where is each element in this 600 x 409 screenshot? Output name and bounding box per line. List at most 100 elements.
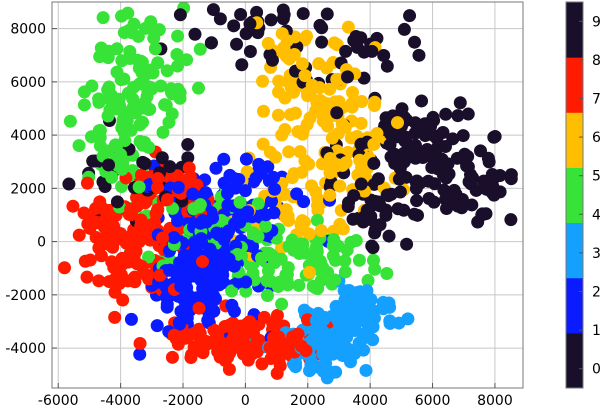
y-tick-label: -2000 — [5, 288, 46, 304]
data-point-class-5 — [127, 80, 141, 94]
data-point-class-2 — [178, 301, 192, 315]
data-point-class-8 — [211, 345, 225, 359]
data-point-class-5 — [115, 162, 129, 176]
data-point-class-4 — [314, 273, 328, 287]
data-point-class-9 — [441, 193, 455, 207]
data-point-class-4 — [264, 274, 278, 288]
data-point-class-3 — [338, 329, 352, 343]
data-point-class-9 — [393, 162, 407, 175]
data-point-class-0 — [173, 8, 187, 22]
data-point-class-9 — [461, 149, 475, 163]
data-point-class-4 — [361, 274, 375, 288]
data-point-class-7 — [77, 206, 91, 220]
data-point-class-5 — [162, 115, 176, 129]
colorbar-label: 3 — [592, 246, 600, 262]
data-point-class-1 — [249, 171, 263, 185]
data-point-class-6 — [323, 188, 337, 202]
data-point-class-2 — [193, 216, 207, 230]
data-point-class-0 — [251, 26, 265, 40]
x-tick-label: -4000 — [100, 393, 141, 409]
data-point-class-8 — [196, 335, 210, 349]
data-point-class-0 — [239, 27, 253, 41]
data-point-class-5 — [160, 64, 174, 78]
data-point-class-8 — [184, 351, 198, 365]
data-point-class-5 — [110, 42, 124, 56]
colorbar-label: 6 — [592, 130, 600, 146]
data-point-class-6 — [256, 74, 270, 88]
data-point-class-4 — [187, 202, 201, 216]
data-point-class-5 — [85, 79, 99, 93]
data-point-class-0 — [413, 176, 427, 190]
data-point-class-0 — [377, 48, 391, 62]
data-point-class-5 — [118, 134, 132, 148]
data-points — [58, 1, 518, 385]
data-point-class-8 — [192, 301, 206, 315]
data-point-class-2 — [222, 252, 236, 266]
data-point-class-6 — [282, 145, 296, 159]
data-point-class-8 — [273, 334, 287, 348]
data-point-class-6 — [367, 137, 381, 151]
data-point-class-4 — [298, 246, 312, 260]
data-point-class-6 — [327, 36, 341, 50]
data-point-class-7 — [94, 249, 108, 263]
data-point-class-9 — [372, 195, 386, 209]
data-point-class-6 — [345, 100, 359, 114]
colorbar-label: 1 — [592, 323, 600, 339]
data-point-class-8 — [270, 308, 284, 322]
data-point-class-9 — [395, 102, 409, 116]
data-point-class-0 — [313, 18, 327, 32]
colorbar-segment — [566, 2, 583, 58]
data-point-class-3 — [304, 358, 318, 372]
data-point-class-5 — [148, 42, 162, 56]
data-point-class-9 — [384, 127, 398, 141]
data-point-class-5 — [127, 17, 141, 31]
data-point-class-0 — [181, 138, 195, 152]
data-point-class-0 — [230, 37, 244, 51]
data-point-class-1 — [212, 250, 226, 264]
x-axis-ticks: -6000 -4000 -2000 0 2000 4000 6000 8000 — [38, 383, 513, 409]
data-point-class-0 — [408, 35, 422, 49]
data-point-class-9 — [382, 229, 396, 243]
data-point-class-3 — [376, 295, 390, 309]
data-point-class-9 — [400, 237, 414, 251]
data-point-class-6 — [296, 127, 310, 141]
data-point-class-6 — [312, 81, 326, 95]
data-point-class-2 — [150, 319, 164, 333]
data-point-class-0 — [469, 183, 483, 197]
data-point-class-6 — [302, 227, 316, 241]
data-point-class-6 — [272, 85, 286, 99]
data-point-class-0 — [264, 13, 278, 27]
colorbar-label: 5 — [592, 169, 600, 185]
data-point-class-9 — [379, 208, 393, 222]
data-point-class-5 — [156, 125, 170, 139]
data-point-class-9 — [481, 151, 495, 165]
data-point-class-9 — [346, 212, 360, 226]
data-point-class-8 — [250, 342, 264, 356]
data-point-class-4 — [233, 195, 247, 209]
data-point-class-4 — [368, 262, 382, 276]
data-point-class-7 — [80, 270, 94, 284]
data-point-class-6 — [355, 161, 369, 175]
data-point-class-4 — [225, 284, 239, 298]
data-point-class-8 — [165, 350, 179, 364]
data-point-class-4 — [326, 249, 340, 263]
data-point-class-4 — [338, 254, 352, 268]
data-point-class-6 — [370, 127, 384, 141]
data-point-class-0 — [410, 194, 424, 208]
data-point-class-5 — [116, 117, 130, 131]
data-point-class-3 — [383, 314, 397, 328]
data-point-class-7 — [83, 253, 97, 267]
data-point-class-5 — [170, 47, 184, 61]
data-point-class-0 — [380, 59, 394, 73]
data-point-class-4 — [246, 266, 260, 280]
data-point-class-9 — [368, 226, 382, 240]
y-tick-label: 0 — [37, 235, 46, 251]
data-point-class-4 — [280, 268, 294, 282]
data-point-class-0 — [163, 160, 177, 174]
data-point-class-2 — [160, 300, 174, 314]
data-point-class-1 — [268, 182, 282, 196]
data-point-class-6 — [297, 215, 311, 229]
data-point-class-1 — [198, 265, 212, 279]
data-point-class-6 — [339, 156, 353, 170]
data-point-class-1 — [167, 231, 181, 245]
